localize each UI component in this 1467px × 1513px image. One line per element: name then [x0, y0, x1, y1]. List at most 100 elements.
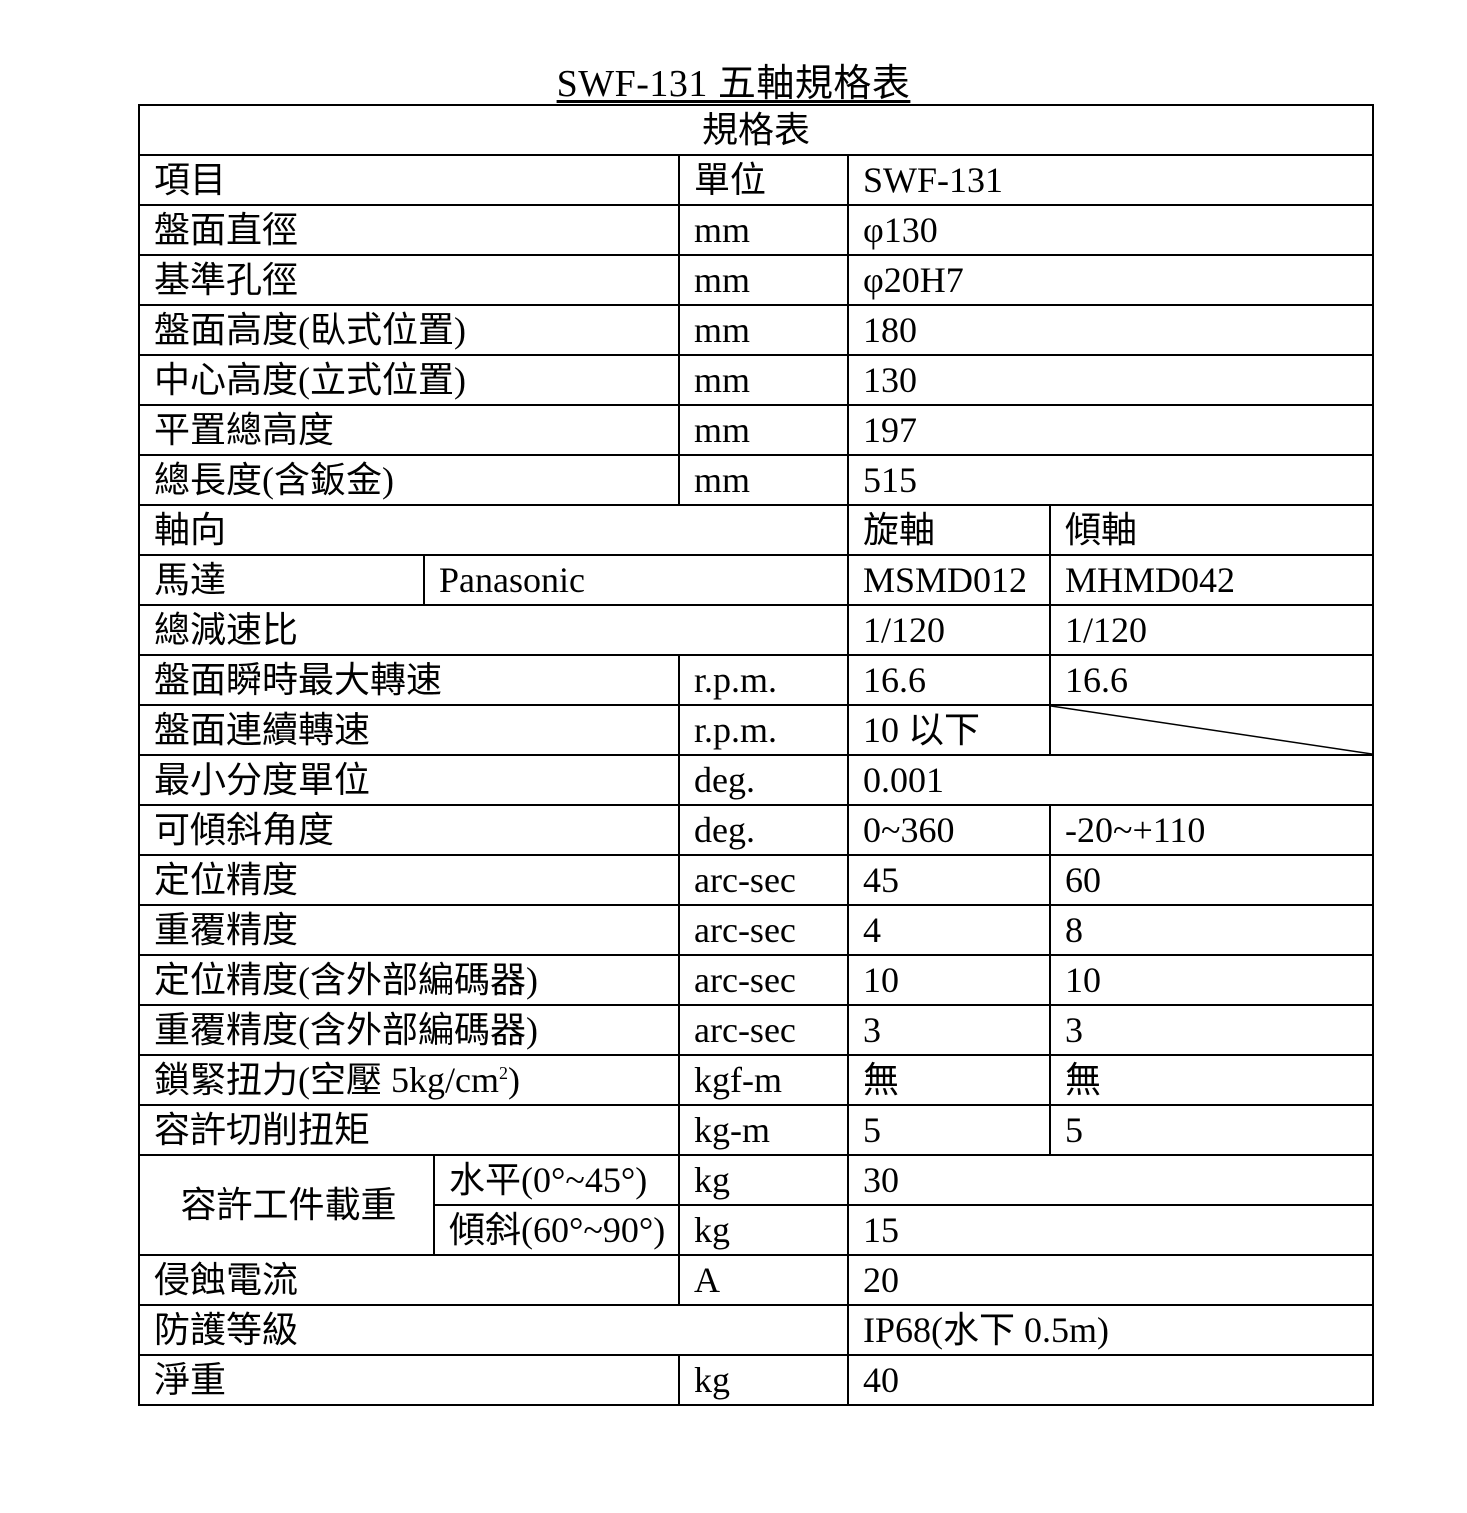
row-label: 總減速比 [138, 604, 849, 656]
table-row: 侵蝕電流 A 20 [138, 1254, 1375, 1306]
row-unit: mm [678, 204, 849, 256]
row-label: 平置總高度 [138, 404, 680, 456]
row-label: 盤面直徑 [138, 204, 680, 256]
row-label: 盤面瞬時最大轉速 [138, 654, 680, 706]
row-value: 20 [846, 1254, 1375, 1306]
row-unit: kg [678, 1204, 849, 1256]
row-label-text: 鎖緊扭力(空壓 5kg/cm [154, 1060, 499, 1100]
table-row: 定位精度 arc-sec 45 60 [138, 854, 1375, 906]
rotary-value: 10 以下 [847, 704, 1051, 756]
diagonal-line [1051, 706, 1372, 754]
row-label: 防護等級 [138, 1304, 849, 1356]
row-label: 容許切削扭矩 [138, 1104, 680, 1156]
table-row: 傾斜(60°~90°) kg 15 [139, 1204, 1375, 1256]
row-label: 重覆精度(含外部編碼器) [138, 1004, 680, 1056]
row-value: IP68(水下 0.5m) [846, 1304, 1375, 1356]
table-row: 基準孔徑 mm φ20H7 [138, 254, 1375, 306]
table-row: 盤面高度(臥式位置) mm 180 [138, 304, 1375, 356]
rotary-value: 10 [847, 954, 1051, 1006]
row-label: 鎖緊扭力(空壓 5kg/cm2) [138, 1054, 680, 1106]
tilt-value: 8 [1048, 904, 1375, 956]
tilt-value: 1/120 [1048, 604, 1375, 656]
row-label: 軸向 [138, 504, 849, 556]
table-row: 總長度(含鈑金) mm 515 [138, 454, 1375, 506]
header-model: SWF-131 [846, 154, 1375, 206]
tilt-value: -20~+110 [1048, 804, 1375, 856]
rotary-value: MSMD012 [847, 554, 1051, 606]
table-row: 防護等級 IP68(水下 0.5m) [138, 1304, 1375, 1356]
row-label: 容許工件載重 [138, 1154, 435, 1256]
table-row: 重覆精度(含外部編碼器) arc-sec 3 3 [138, 1004, 1375, 1056]
row-label: 基準孔徑 [138, 254, 680, 306]
tilt-value: 5 [1048, 1104, 1375, 1156]
sub-label: 傾斜(60°~90°) [433, 1204, 680, 1256]
row-unit: arc-sec [678, 854, 849, 906]
document-title: SWF-131 五軸規格表 [556, 63, 911, 105]
table-row: 重覆精度 arc-sec 4 8 [138, 904, 1375, 956]
table-row: 容許切削扭矩 kg-m 5 5 [138, 1104, 1375, 1156]
tilt-value: 無 [1048, 1054, 1375, 1106]
tilt-value: 傾軸 [1048, 504, 1375, 556]
table-row: 盤面瞬時最大轉速 r.p.m. 16.6 16.6 [138, 654, 1375, 706]
row-label: 盤面高度(臥式位置) [138, 304, 680, 356]
motor-row: 馬達 Panasonic MSMD012 MHMD042 [138, 554, 1375, 606]
row-label: 淨重 [138, 1354, 680, 1406]
row-unit: kgf-m [678, 1054, 849, 1106]
superscript: 2 [498, 1063, 508, 1083]
row-label: 侵蝕電流 [138, 1254, 680, 1306]
rotary-value: 16.6 [847, 654, 1051, 706]
row-unit: mm [678, 454, 849, 506]
row-unit: deg. [678, 804, 849, 856]
row-label: 盤面連續轉速 [138, 704, 680, 756]
tilt-value: MHMD042 [1048, 554, 1375, 606]
table-row: 定位精度(含外部編碼器) arc-sec 10 10 [138, 954, 1375, 1006]
table-row: 盤面直徑 mm φ130 [138, 204, 1375, 256]
table-row: 中心高度(立式位置) mm 130 [138, 354, 1375, 406]
row-unit: mm [678, 404, 849, 456]
row-label: 定位精度 [138, 854, 680, 906]
table-row: 最小分度單位 deg. 0.001 [138, 754, 1375, 806]
table-row: 總減速比 1/120 1/120 [138, 604, 1375, 656]
table-row: 鎖緊扭力(空壓 5kg/cm2) kgf-m 無無 [138, 1054, 1375, 1106]
header-row: 項目 單位 SWF-131 [138, 154, 1375, 206]
row-value: 130 [846, 354, 1375, 406]
row-label: 可傾斜角度 [138, 804, 680, 856]
row-unit: arc-sec [678, 1004, 849, 1056]
spec-table: 規格表 項目 單位 SWF-131 盤面直徑 mm φ130 基準孔徑 mm φ20H7… [137, 104, 1375, 1406]
rotary-value: 5 [847, 1104, 1051, 1156]
sub-label: 水平(0°~45°) [433, 1154, 680, 1206]
row-unit: arc-sec [678, 954, 849, 1006]
row-unit: kg [678, 1154, 849, 1206]
row-label: 定位精度(含外部編碼器) [138, 954, 680, 1006]
row-value: 15 [846, 1204, 1375, 1256]
motor-brand: Panasonic [423, 554, 849, 606]
caption-row: 規格表 [137, 104, 1375, 156]
row-label-end: ) [507, 1060, 520, 1100]
row-unit: kg-m [678, 1104, 849, 1156]
rotary-value: 3 [847, 1004, 1051, 1056]
row-value: 180 [846, 304, 1375, 356]
table-row: 可傾斜角度 deg. 0~360 -20~+110 [138, 804, 1375, 856]
rotary-value: 旋軸 [847, 504, 1051, 556]
row-label: 總長度(含鈑金) [138, 454, 680, 506]
rotary-value: 4 [847, 904, 1051, 956]
tilt-value: 60 [1048, 854, 1375, 906]
rotary-value: 45 [847, 854, 1051, 906]
header-unit: 單位 [678, 154, 849, 206]
table-caption: 規格表 [137, 104, 1375, 156]
row-value: 30 [846, 1154, 1375, 1206]
table-row: 淨重 kg 40 [138, 1354, 1375, 1406]
row-unit: r.p.m. [678, 654, 849, 706]
row-unit: mm [678, 304, 849, 356]
row-value: 197 [846, 404, 1375, 456]
table-row: 平置總高度 mm 197 [138, 404, 1375, 456]
rotary-value: 1/120 [847, 604, 1051, 656]
row-unit: arc-sec [678, 904, 849, 956]
row-value: φ20H7 [846, 254, 1375, 306]
tilt-value: 16.6 [1048, 654, 1375, 706]
row-value: 40 [846, 1354, 1375, 1406]
rotary-value: 無 [847, 1054, 1051, 1106]
header-item: 項目 [138, 154, 680, 206]
row-unit: r.p.m. [678, 704, 849, 756]
table-row: 容許工件載重 水平(0°~45°) kg 30 [138, 1154, 1375, 1256]
